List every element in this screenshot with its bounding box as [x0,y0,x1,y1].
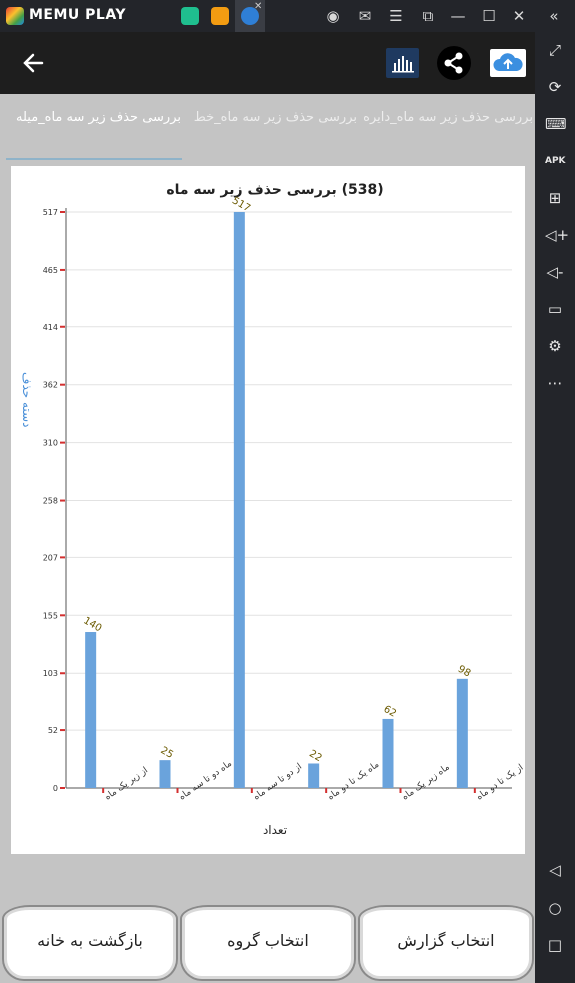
selected-tab-indicator [6,158,182,160]
android-screen: بررسی حذف زیر سه ماه_میله بررسی حذف زیر … [0,32,535,983]
android-home-icon[interactable]: ○ [548,899,562,917]
bar [382,718,394,788]
bar [308,763,320,788]
app-tab-icon[interactable] [181,7,199,25]
x-axis-label: تعداد [262,823,288,837]
bar-value-label: 62 [381,704,398,720]
y-tick-label: 258 [43,497,58,506]
app-header [0,32,535,94]
cloud-upload-icon[interactable] [490,49,526,77]
y-tick-label: 414 [43,323,58,332]
volume-up-icon[interactable]: ◁+ [545,226,570,244]
android-back-icon[interactable]: ◁ [549,861,561,879]
select-group-button[interactable]: انتخاب گروه [180,905,356,981]
tab-pie-chart[interactable]: بررسی حذف زیر سه ماه_دایره [358,108,533,158]
multi-window-icon[interactable]: ⧉ [422,7,434,25]
menu-icon[interactable]: ☰ [389,7,403,25]
tab-line-chart[interactable]: بررسی حذف زیر سه ماه_خط [182,108,357,158]
maximize-icon[interactable]: ☐ [482,7,496,25]
y-axis-label: دسته حذف [20,372,34,428]
x-tick-label: ماه دو تا سه ماه [177,759,234,803]
x-tick-label: از دو تا سه ماه [252,762,304,803]
add-window-icon[interactable]: ⊞ [548,189,562,207]
bar-value-label: 22 [307,748,324,764]
y-tick-label: 0 [53,784,58,793]
y-tick-label: 207 [43,553,58,562]
rotate-icon[interactable]: ⟳ [548,78,562,96]
y-tick-label: 465 [43,266,58,275]
bar-value-label: 98 [456,664,473,680]
bar [456,678,468,788]
x-tick-label: ماه زیر یک ماه [400,762,451,802]
apk-install-icon[interactable]: APK [545,156,566,166]
mail-icon[interactable]: ✉ [358,7,372,25]
back-arrow-icon[interactable] [22,50,44,76]
keyboard-icon[interactable]: ⌨ [545,115,567,133]
app-tab-icon[interactable] [211,7,229,25]
settings-icon[interactable]: ⚙ [548,337,562,355]
fullscreen-icon[interactable]: ⤢ [548,41,561,59]
tab-label: بررسی حذف زیر سه ماه_دایره [363,110,533,125]
y-tick-label: 517 [43,208,58,217]
bar-chart: 0 52 103 155 207 258 310 362 414 465 517 140 از زیر … [43,195,526,803]
volume-down-icon[interactable]: ◁- [546,263,564,281]
memu-logo-icon [6,7,24,25]
y-tick-label: 103 [43,669,58,678]
button-label: بازگشت به خانه [37,931,143,950]
app-tab-icon [241,7,259,25]
collapse-sidebar-icon[interactable]: « [549,7,559,25]
bar-chart-icon[interactable] [386,48,419,78]
folder-icon[interactable]: ▭ [547,300,563,318]
bar [233,212,245,788]
back-to-home-button[interactable]: بازگشت به خانه [2,905,178,981]
emulator-title-bar: MEMU PLAY ✕ ◉ ✉ ☰ ⧉ — ☐ ✕ « [0,0,575,32]
android-recents-icon[interactable]: □ [547,936,563,954]
y-tick-label: 52 [48,726,58,735]
button-label: انتخاب گزارش [397,931,495,950]
tab-label: بررسی حذف زیر سه ماه_میله [16,110,181,125]
chart-card [11,166,525,854]
button-label: انتخاب گروه [227,931,309,950]
more-icon[interactable]: ⋯ [547,374,563,392]
tab-label: بررسی حذف زیر سه ماه_خط [193,110,357,125]
share-icon[interactable] [437,46,471,80]
active-app-tab[interactable] [235,0,265,32]
y-tick-label: 155 [43,611,58,620]
tab-bar-chart[interactable]: بررسی حذف زیر سه ماه_میله [6,108,181,158]
bar [85,632,97,788]
account-icon[interactable]: ◉ [326,7,340,25]
close-window-icon[interactable]: ✕ [512,7,526,25]
y-tick-label: 310 [43,439,58,448]
select-report-button[interactable]: انتخاب گزارش [358,905,534,981]
minimize-icon[interactable]: — [450,7,466,25]
x-tick-label: از زیر یک ماه [103,766,150,803]
emulator-name: MEMU PLAY [29,7,126,23]
x-tick-label: از یک تا دو ماه [475,763,526,803]
bar-value-label: 140 [81,615,103,634]
y-tick-label: 362 [43,381,58,390]
emulator-side-toolbar: ⤢ ⟳ ⌨ APK ⊞ ◁+ ◁- ▭ ⚙ ⋯ ◁ ○ □ [535,32,575,983]
bar-value-label: 25 [158,745,175,761]
chart-tabs: بررسی حذف زیر سه ماه_میله بررسی حذف زیر … [0,94,535,166]
bar [159,760,171,788]
close-tab-icon[interactable]: ✕ [254,1,263,12]
chart-title: (538) بررسی حذف زیر سه ماه [166,182,384,198]
x-tick-label: ماه یک تا دو ماه [326,760,381,803]
